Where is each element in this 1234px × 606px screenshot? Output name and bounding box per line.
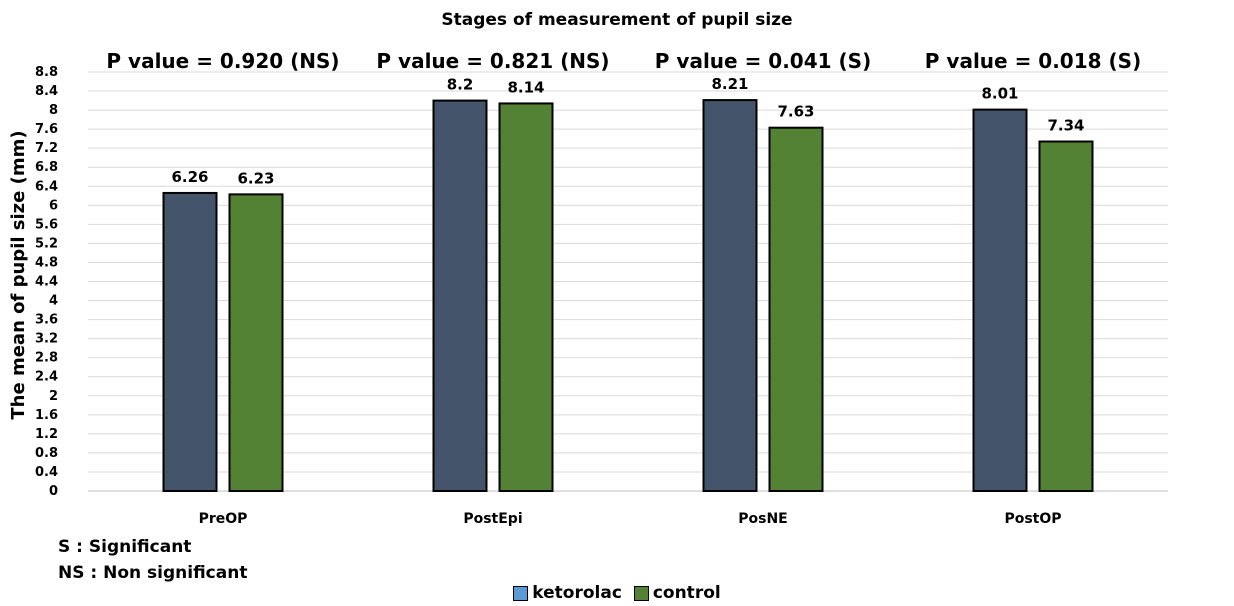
note-significant: S : Significant bbox=[58, 537, 192, 557]
y-tick-label: 4 bbox=[49, 294, 58, 309]
y-tick-label: 8.4 bbox=[35, 84, 58, 99]
data-label: 6.26 bbox=[171, 168, 208, 186]
significance-notes: S : Significant NS : Non significant bbox=[58, 534, 247, 586]
data-label: 8.2 bbox=[447, 76, 474, 94]
y-axis-ticks: 0 0.4 0.8 1.2 1.6 2 2.4 2.8 3.2 3.6 4 4.4 4.8 5.2 5.6 6… bbox=[35, 65, 58, 499]
bar-control bbox=[228, 193, 284, 493]
x-tick-label: PreOP bbox=[199, 511, 248, 527]
x-tick-label: PostOP bbox=[1004, 511, 1061, 527]
y-tick-label: 8 bbox=[49, 103, 58, 118]
bar-ketorolac bbox=[162, 191, 218, 492]
y-tick-label: 6 bbox=[49, 198, 58, 213]
chart-title: Stages of measurement of pupil size bbox=[441, 10, 792, 30]
y-tick-label: 0.4 bbox=[35, 465, 58, 480]
y-tick-label: 6.4 bbox=[35, 179, 58, 194]
bar-control bbox=[1038, 140, 1094, 493]
p-value-annotation: P value = 0.821 (NS) bbox=[376, 49, 609, 73]
data-label: 8.14 bbox=[507, 78, 544, 96]
p-value-annotation: P value = 0.018 (S) bbox=[925, 49, 1141, 73]
data-label: 7.63 bbox=[777, 103, 814, 121]
y-tick-label: 3.2 bbox=[35, 332, 58, 347]
y-tick-label: 5.2 bbox=[35, 236, 58, 251]
y-tick-label: 2 bbox=[49, 389, 58, 404]
y-tick-label: 2.8 bbox=[35, 351, 58, 366]
legend-swatch-ketorolac bbox=[513, 585, 529, 601]
y-tick-label: 1.6 bbox=[35, 408, 58, 423]
legend-label-control: control bbox=[652, 583, 721, 603]
legend: ketorolac control bbox=[0, 583, 1234, 606]
y-tick-label: 7.2 bbox=[35, 141, 58, 156]
bar-ketorolac bbox=[702, 99, 758, 493]
y-tick-label: 1.2 bbox=[35, 427, 58, 442]
data-label: 8.21 bbox=[711, 75, 748, 93]
legend-item-control[interactable]: control bbox=[633, 583, 721, 603]
y-axis-label: The mean of pupil size (mm) bbox=[8, 130, 29, 419]
note-non-significant: NS : Non significant bbox=[58, 563, 248, 583]
data-label: 7.34 bbox=[1047, 117, 1084, 135]
data-label: 8.01 bbox=[981, 85, 1018, 103]
legend-swatch-control bbox=[633, 585, 649, 601]
y-tick-label: 4.8 bbox=[35, 255, 58, 270]
y-tick-label: 6.8 bbox=[35, 160, 58, 175]
data-labels: 6.26 6.23 8.2 8.14 8.21 7.63 8.01 7.34 bbox=[171, 75, 1084, 187]
data-label: 6.23 bbox=[237, 169, 274, 187]
y-tick-label: 2.4 bbox=[35, 370, 58, 385]
y-tick-label: 8.8 bbox=[35, 65, 58, 80]
x-axis-ticks: PreOP PostEpi PosNE PostOP bbox=[199, 511, 1062, 527]
bar-ketorolac bbox=[972, 108, 1028, 492]
y-tick-label: 0 bbox=[49, 484, 58, 499]
p-value-annotations: P value = 0.920 (NS) P value = 0.821 (NS)… bbox=[106, 49, 1141, 73]
bar-control bbox=[768, 126, 824, 493]
y-tick-label: 4.4 bbox=[35, 275, 58, 290]
y-tick-label: 7.6 bbox=[35, 122, 58, 137]
bar-ketorolac bbox=[432, 99, 488, 493]
x-tick-label: PosNE bbox=[738, 511, 788, 527]
x-tick-label: PostEpi bbox=[463, 511, 522, 527]
y-tick-label: 3.6 bbox=[35, 313, 58, 328]
legend-item-ketorolac[interactable]: ketorolac bbox=[513, 583, 622, 603]
bars bbox=[162, 99, 1094, 493]
p-value-annotation: P value = 0.041 (S) bbox=[655, 49, 871, 73]
y-tick-label: 0.8 bbox=[35, 446, 58, 461]
legend-label-ketorolac: ketorolac bbox=[532, 583, 622, 603]
y-tick-label: 5.6 bbox=[35, 217, 58, 232]
bar-control bbox=[498, 102, 554, 493]
p-value-annotation: P value = 0.920 (NS) bbox=[106, 49, 339, 73]
